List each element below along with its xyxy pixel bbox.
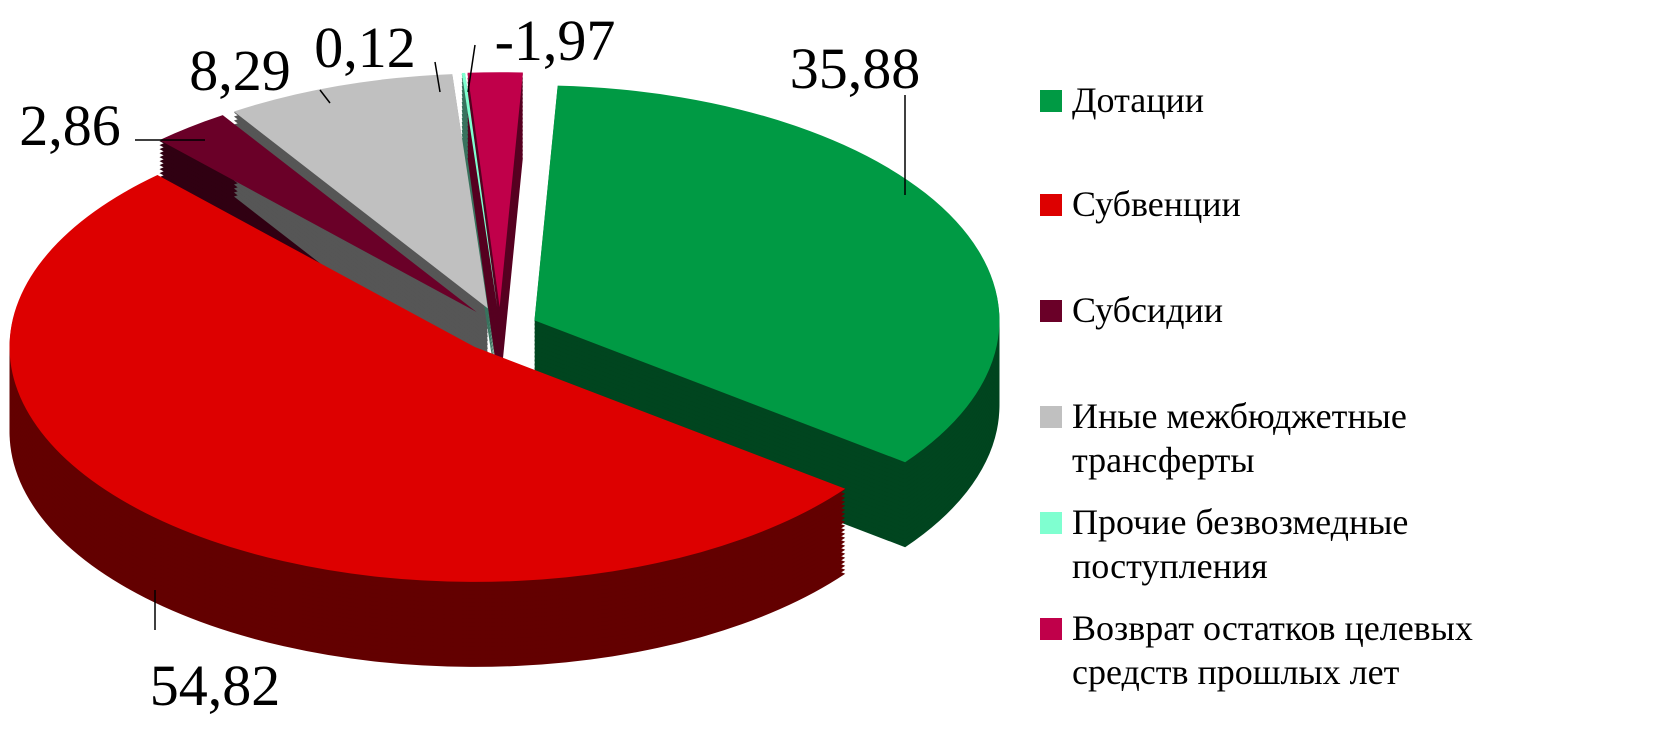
legend-swatch <box>1040 512 1062 534</box>
data-label: 8,29 <box>189 38 291 103</box>
legend: Дотации Субвенции Субсидии Иные межбюджетны… <box>1040 78 1560 694</box>
legend-label: Прочие безвозмедные поступления <box>1072 502 1409 586</box>
data-label: -1,97 <box>495 8 616 73</box>
legend-label: Возврат остатков целевых средств прошлых… <box>1072 608 1473 692</box>
data-label: 0,12 <box>314 15 416 80</box>
legend-item: Субсидии <box>1040 288 1560 332</box>
legend-item: Дотации <box>1040 78 1560 122</box>
data-label: 2,86 <box>19 93 121 158</box>
slice <box>233 74 488 309</box>
leader-line <box>319 89 331 104</box>
slice <box>9 175 846 582</box>
legend-item: Иные межбюджетные трансферты <box>1040 394 1560 482</box>
legend-item: Возврат остатков целевых средств прошлых… <box>1040 606 1560 694</box>
data-label: 35,88 <box>790 36 921 101</box>
legend-swatch <box>1040 90 1062 112</box>
legend-label: Субвенции <box>1072 184 1241 224</box>
legend-label: Иные межбюджетные трансферты <box>1072 396 1407 480</box>
slice <box>461 72 498 308</box>
slice <box>534 85 1000 463</box>
data-label: 54,82 <box>150 653 281 718</box>
legend-swatch <box>1040 300 1062 322</box>
legend-label: Субсидии <box>1072 290 1224 330</box>
chart: 35,88 54,82 2,86 8,29 0,12 -1,97 <box>9 8 1000 718</box>
legend-item: Субвенции <box>1040 182 1560 226</box>
pie-tops <box>9 72 1000 582</box>
legend-swatch <box>1040 194 1062 216</box>
legend-item: Прочие безвозмедные поступления <box>1040 500 1560 588</box>
legend-swatch <box>1040 406 1062 428</box>
leader-line <box>434 61 441 93</box>
slice <box>159 115 477 313</box>
legend-swatch <box>1040 618 1062 640</box>
leader-line <box>467 44 476 93</box>
legend-label: Дотации <box>1072 80 1205 120</box>
slice <box>467 72 523 308</box>
